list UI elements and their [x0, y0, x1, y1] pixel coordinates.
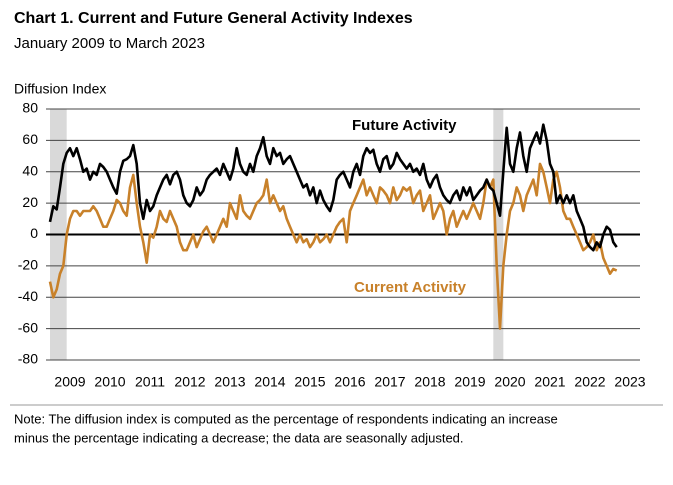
note-line: minus the percentage indicating a decrea…: [14, 430, 464, 445]
x-tick-label: 2011: [135, 374, 165, 390]
x-tick-label: 2019: [454, 374, 485, 390]
series-line: [48, 162, 618, 330]
x-tick-label: 2010: [94, 374, 125, 390]
x-tick-label: 2021: [534, 374, 565, 390]
series-line: [48, 123, 618, 252]
y-tick-label: 40: [22, 162, 38, 178]
x-tick-label: 2022: [574, 374, 605, 390]
x-tick-label: 2023: [614, 374, 645, 390]
y-tick-label: -40: [18, 288, 38, 304]
x-tick-label: 2017: [374, 374, 405, 390]
y-axis-label: Diffusion Index: [14, 81, 106, 97]
x-tick-label: 2015: [294, 374, 325, 390]
series-label: Current Activity: [354, 279, 467, 296]
x-tick-label: 2013: [214, 374, 245, 390]
y-tick-label: -60: [18, 319, 38, 335]
y-tick-label: 60: [22, 131, 38, 147]
x-tick-label: 2012: [174, 374, 205, 390]
x-tick-label: 2009: [54, 374, 85, 390]
series-label: Future Activity: [352, 117, 457, 134]
chart-title: Chart 1. Current and Future General Acti…: [14, 10, 413, 27]
x-tick-label: 2016: [334, 374, 365, 390]
y-tick-label: 20: [22, 194, 38, 210]
chart-subtitle: January 2009 to March 2023: [14, 35, 205, 52]
y-tick-label: -20: [18, 257, 38, 273]
y-tick-label: -80: [18, 351, 38, 367]
x-tick-label: 2014: [254, 374, 285, 390]
x-tick-label: 2018: [414, 374, 445, 390]
y-tick-label: 0: [30, 225, 38, 241]
x-tick-label: 2020: [494, 374, 525, 390]
note-line: Note: The diffusion index is computed as…: [14, 411, 558, 426]
y-tick-label: 80: [22, 100, 38, 116]
